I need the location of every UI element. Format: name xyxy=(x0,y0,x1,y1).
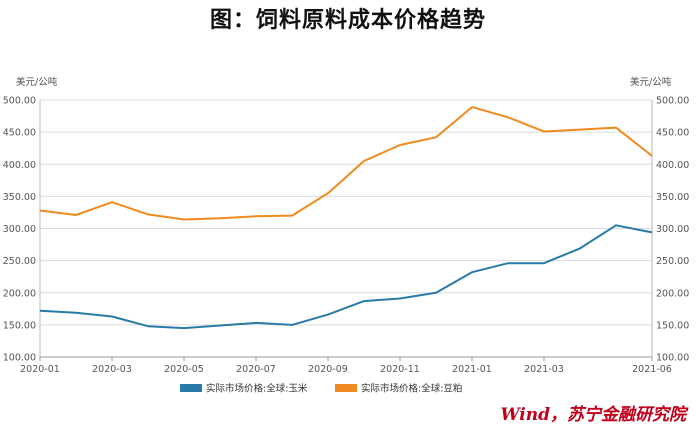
legend: 实际市场价格:全球:玉米 实际市场价格:全球:豆粕 xyxy=(180,383,462,395)
x-tick-label: 2021-03 xyxy=(524,364,564,375)
y-tick-label-left: 200.00 xyxy=(3,288,36,299)
y-tick-label-right: 300.00 xyxy=(656,224,689,235)
y-tick-label-right: 350.00 xyxy=(656,192,689,203)
grid-lines xyxy=(40,99,652,358)
axes: 100.00 100.00 150.00 150.00 200.00 200.00 250.… xyxy=(3,76,690,375)
legend-swatch-2 xyxy=(335,384,357,392)
x-tick-label: 2021-01 xyxy=(452,364,492,375)
legend-label-1: 实际市场价格:全球:玉米 xyxy=(206,383,308,395)
x-tick-label: 2020-11 xyxy=(380,364,420,375)
y-tick-label-left: 500.00 xyxy=(3,96,36,107)
y-tick-label-right: 500.00 xyxy=(656,96,689,107)
series-line-1 xyxy=(39,224,653,330)
y-tick-label-right: 200.00 xyxy=(656,288,689,299)
y-tick-label-left: 300.00 xyxy=(3,224,36,235)
x-tick-label: 2020-07 xyxy=(236,364,276,375)
y-tick-label-left: 100.00 xyxy=(3,353,36,364)
y-tick-label-right: 400.00 xyxy=(656,160,689,171)
legend-label-2: 实际市场价格:全球:豆粕 xyxy=(361,383,462,395)
y-unit-left: 美元/公吨 xyxy=(16,76,58,88)
series-line-2 xyxy=(39,106,653,221)
y-tick-label-left: 250.00 xyxy=(3,256,36,267)
series-lines xyxy=(39,106,653,330)
legend-swatch-1 xyxy=(180,384,202,392)
y-unit-right: 美元/公吨 xyxy=(630,76,672,88)
y-tick-label-left: 450.00 xyxy=(3,128,36,139)
y-tick-label-right: 450.00 xyxy=(656,128,689,139)
x-tick-label: 2020-09 xyxy=(308,364,348,375)
y-tick-label-right: 100.00 xyxy=(656,353,689,364)
x-tick-label: 2020-05 xyxy=(164,364,204,375)
x-tick-label: 2021-06 xyxy=(632,364,672,375)
x-tick-label: 2020-01 xyxy=(20,364,60,375)
chart-title: 图：饲料原料成本价格趋势 xyxy=(209,8,486,33)
source-note: Wind，苏宁金融研究院 xyxy=(500,405,687,425)
y-tick-label-right: 250.00 xyxy=(656,256,689,267)
y-tick-label-left: 400.00 xyxy=(3,160,36,171)
y-tick-label-left: 150.00 xyxy=(3,320,36,331)
x-tick-label: 2020-03 xyxy=(92,364,132,375)
y-tick-label-right: 150.00 xyxy=(656,320,689,331)
y-tick-label-left: 350.00 xyxy=(3,192,36,203)
